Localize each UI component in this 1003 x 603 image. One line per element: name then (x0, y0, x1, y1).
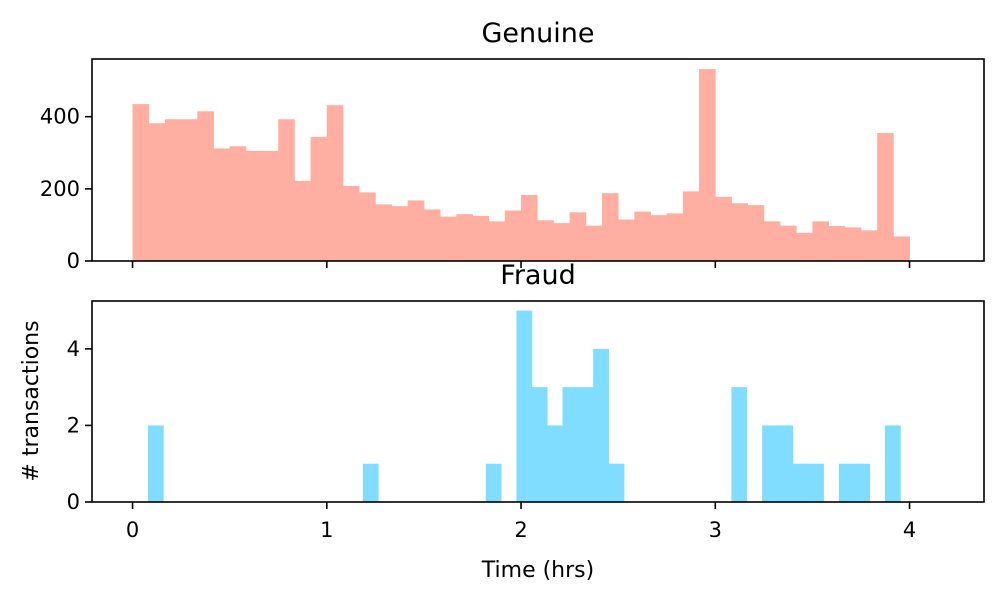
fraud-bar (762, 425, 778, 502)
genuine-title: Genuine (482, 18, 595, 49)
genuine-bar (893, 236, 910, 261)
genuine-bar (618, 219, 635, 261)
genuine-bar (375, 204, 392, 261)
genuine-x-axis (131, 261, 911, 268)
fraud-bars (147, 310, 901, 502)
fraud-x-axis: 0 1 2 3 4 (126, 502, 916, 542)
genuine-bar (763, 221, 781, 261)
fraud-y-axis-label: # transactions (19, 320, 44, 481)
fraud-bar (577, 387, 594, 502)
genuine-y-axis: 0 200 400 (40, 105, 92, 273)
fraud-bar (608, 463, 625, 502)
genuine-bar (278, 119, 295, 262)
fraud-panel: 0 2 4 0 1 2 3 4 Fraud Time (hrs) # transaction… (19, 260, 985, 583)
genuine-bar (213, 148, 231, 261)
genuine-bar (197, 111, 214, 261)
genuine-plot-frame (91, 58, 985, 262)
fraud-bar (884, 425, 901, 502)
genuine-bar (164, 119, 182, 262)
genuine-bar (682, 191, 700, 261)
fraud-bar (516, 310, 533, 502)
fraud-y-axis: 0 2 4 (67, 337, 92, 514)
genuine-bar (472, 215, 490, 261)
fraud-x-tick-label: 0 (126, 518, 139, 542)
genuine-bar (456, 214, 473, 261)
fraud-bar (593, 348, 609, 502)
fraud-x-tick-label: 3 (709, 518, 722, 542)
genuine-bar (860, 230, 878, 261)
genuine-bar (828, 226, 846, 261)
genuine-bar (796, 232, 813, 261)
genuine-bar (666, 213, 684, 261)
fraud-bar (147, 425, 164, 502)
genuine-bar (650, 215, 668, 261)
genuine-bar (844, 227, 862, 261)
fraud-bar (838, 463, 855, 502)
genuine-bar (699, 69, 716, 261)
genuine-bar (294, 180, 311, 261)
genuine-bar (407, 200, 425, 261)
fraud-bar (792, 463, 809, 502)
genuine-bar (440, 216, 457, 261)
genuine-y-tick-label: 200 (40, 177, 80, 201)
genuine-bar (747, 205, 765, 261)
fraud-x-tick-label: 2 (514, 518, 527, 542)
genuine-bar (521, 194, 538, 261)
fraud-y-tick-label: 0 (67, 490, 80, 514)
genuine-bar (342, 185, 360, 261)
genuine-bar (585, 225, 603, 261)
genuine-bar (488, 221, 506, 261)
fraud-x-tick-label: 1 (320, 518, 333, 542)
fraud-bar (808, 463, 824, 502)
genuine-panel: Genuine 0 200 400 (40, 18, 985, 273)
fraud-bar (562, 387, 579, 502)
genuine-bar (812, 221, 829, 261)
genuine-bar (423, 209, 441, 261)
fraud-x-axis-label: Time (hrs) (481, 558, 594, 583)
fraud-x-tick-label: 4 (903, 518, 916, 542)
fraud-bar (731, 387, 748, 502)
genuine-bar (181, 119, 198, 262)
fraud-bar (531, 387, 548, 502)
fraud-plot-frame (91, 300, 985, 503)
genuine-bar (245, 150, 263, 261)
genuine-bar (132, 104, 150, 261)
genuine-bar (359, 192, 376, 261)
genuine-bar (262, 150, 279, 261)
genuine-bar (553, 223, 570, 262)
fraud-bar (777, 425, 794, 502)
fraud-bar (485, 463, 502, 502)
fraud-bar (362, 463, 379, 502)
genuine-bar (731, 203, 749, 261)
genuine-bar (569, 212, 587, 261)
fraud-title: Fraud (500, 260, 575, 291)
genuine-bar (391, 206, 409, 261)
fraud-bar (547, 425, 563, 502)
genuine-bar (326, 105, 344, 261)
fraud-y-tick-label: 2 (67, 413, 80, 437)
genuine-bar (634, 211, 651, 261)
genuine-bar (310, 136, 328, 261)
genuine-bar (537, 220, 554, 261)
fraud-bar (854, 463, 871, 502)
genuine-y-tick-label: 400 (40, 105, 80, 129)
genuine-bar (504, 210, 522, 261)
genuine-bar (715, 196, 732, 261)
genuine-bar (148, 123, 166, 262)
genuine-bar (780, 225, 797, 261)
genuine-bar (877, 132, 894, 261)
genuine-bar (601, 193, 619, 261)
genuine-bar (229, 146, 247, 261)
genuine-y-tick-label: 0 (67, 249, 80, 273)
genuine-bars (132, 69, 910, 262)
fraud-y-tick-label: 4 (67, 337, 80, 361)
